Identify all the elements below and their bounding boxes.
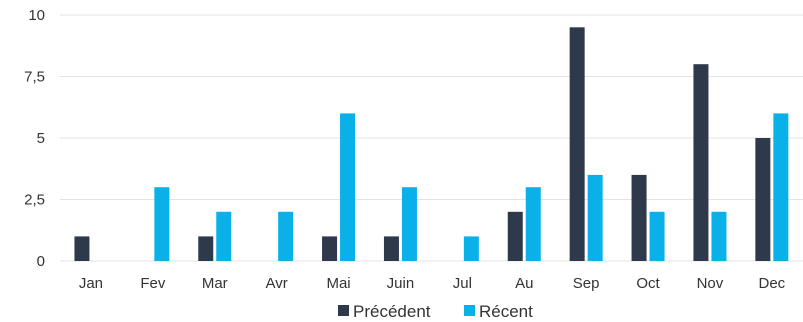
gridlines (60, 14, 803, 262)
x-tick-label: Mar (202, 275, 228, 292)
bar-precedent (198, 236, 214, 261)
bar-recent (340, 113, 356, 262)
bar-recent (587, 174, 603, 261)
y-tick-label: 7,5 (24, 69, 45, 86)
y-axis: 0 2,5 5 7,5 10 (24, 7, 45, 270)
x-tick-label: Mai (326, 275, 350, 292)
x-axis: Jan Fev Mar Avr Mai Juin Jul Au Sep Oct Nov Dec (79, 275, 786, 292)
legend-label: Précédent (353, 302, 431, 321)
bar-recent (216, 211, 232, 261)
x-tick-label: Jan (79, 275, 103, 292)
legend-label: Récent (479, 302, 533, 321)
x-tick-label: Avr (266, 275, 288, 292)
bar-precedent (383, 236, 399, 261)
x-tick-label: Dec (759, 275, 786, 292)
bar-precedent (569, 27, 585, 261)
bar-precedent (507, 211, 523, 261)
bar-recent (278, 211, 294, 261)
x-tick-label: Oct (636, 275, 660, 292)
bar-precedent (755, 138, 771, 261)
x-tick-label: Fev (140, 275, 166, 292)
bar-precedent (631, 174, 647, 261)
x-tick-label: Juin (387, 275, 415, 292)
legend: Précédent Récent (338, 302, 533, 321)
y-tick-label: 0 (37, 253, 45, 270)
bar-recent (154, 187, 170, 261)
bar-recent (463, 236, 479, 261)
bar-recent (401, 187, 417, 261)
y-tick-label: 5 (37, 130, 45, 147)
bar-recent (711, 211, 727, 261)
x-tick-label: Nov (697, 275, 724, 292)
x-tick-label: Au (515, 275, 533, 292)
legend-swatch (464, 305, 475, 316)
x-tick-label: Sep (573, 275, 600, 292)
bar-recent (525, 187, 541, 261)
legend-swatch (338, 305, 349, 316)
bar-recent (773, 113, 789, 262)
y-tick-label: 10 (28, 7, 45, 24)
bar-precedent (322, 236, 338, 261)
bars (74, 27, 789, 262)
bar-precedent (74, 236, 90, 261)
x-tick-label: Jul (453, 275, 472, 292)
bar-precedent (693, 64, 709, 261)
y-tick-label: 2,5 (24, 192, 45, 209)
bar-recent (649, 211, 665, 261)
